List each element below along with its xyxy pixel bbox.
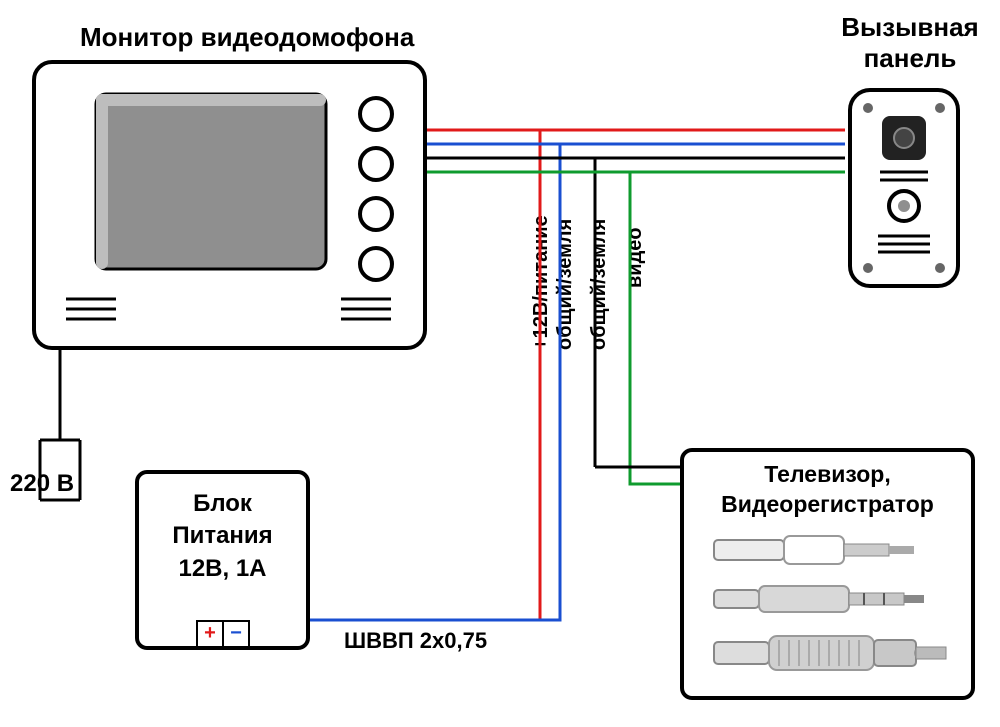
tv-title: Телевизор, Видеорегистратор <box>684 452 971 520</box>
wire-green <box>427 172 845 484</box>
psu-plus: + <box>198 622 224 648</box>
tv-device: Телевизор, Видеорегистратор <box>680 448 975 700</box>
wire-black <box>427 158 845 467</box>
psu-label: Блок Питания 12В, 1А <box>139 474 306 585</box>
psu-minus: − <box>224 622 248 648</box>
tv-connectors <box>684 522 971 697</box>
monitor-device <box>32 60 427 350</box>
call-panel-device <box>848 88 960 288</box>
psu-terminals: + − <box>196 620 250 650</box>
diagram-canvas: Монитор видеодомофона Вызывная панель 22… <box>0 0 1000 727</box>
